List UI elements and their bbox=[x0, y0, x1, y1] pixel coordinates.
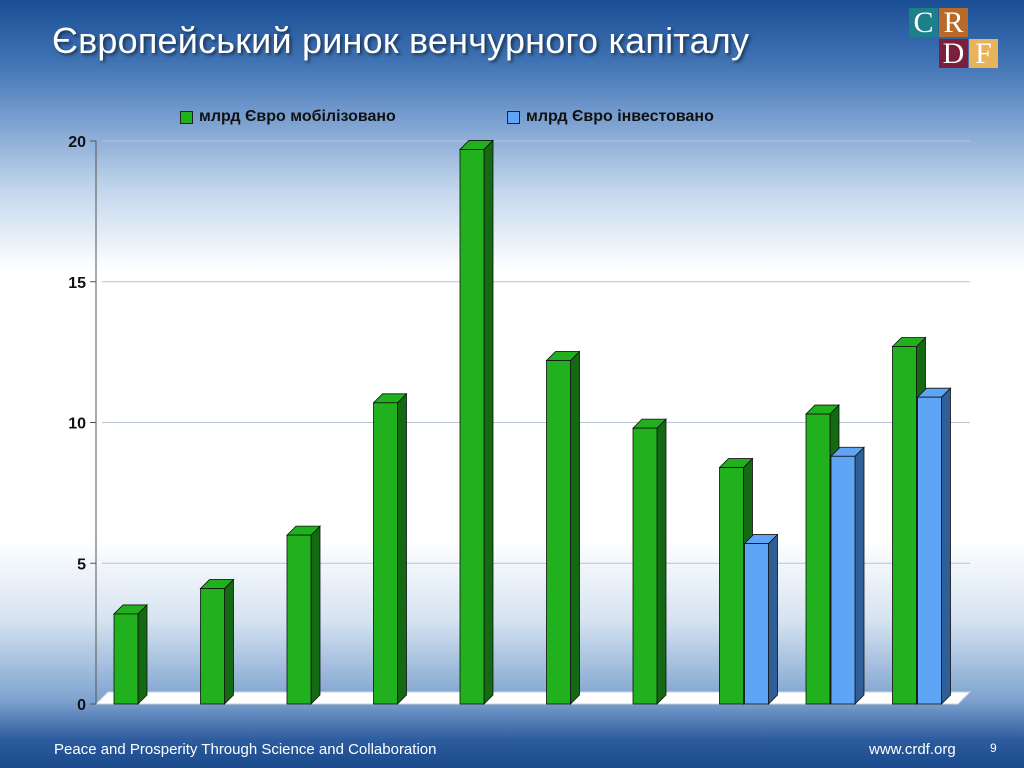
bar-invested-side bbox=[941, 387, 951, 705]
logo-letter-r: R bbox=[939, 8, 968, 38]
bar-mobilized-side bbox=[570, 350, 580, 705]
slide-title: Європейський ринок венчурного капіталу bbox=[52, 20, 750, 61]
bar-mobilized bbox=[805, 413, 831, 705]
legend-swatch-mobilized bbox=[180, 110, 193, 124]
bar-invested-side bbox=[854, 446, 865, 705]
bar-mobilized bbox=[892, 346, 917, 705]
legend-label-invested: млрд Євро інвестовано bbox=[526, 108, 714, 125]
footer-url[interactable]: www.crdf.org bbox=[869, 741, 956, 758]
bar-mobilized bbox=[546, 360, 571, 705]
bar-mobilized bbox=[113, 613, 139, 705]
bar-mobilized bbox=[373, 402, 398, 705]
bar-mobilized bbox=[459, 149, 485, 705]
bar-mobilized bbox=[632, 427, 658, 705]
y-tick-label: 20 bbox=[68, 134, 86, 151]
legend-item-invested: млрд Євро інвестовано bbox=[507, 108, 714, 126]
crdf-logo: C R D F bbox=[909, 8, 999, 70]
legend-swatch-invested bbox=[507, 110, 520, 124]
bar-mobilized-side bbox=[137, 603, 148, 705]
bar-mobilized-side bbox=[224, 578, 234, 705]
bar-mobilized-side bbox=[656, 418, 667, 705]
bar-invested bbox=[917, 396, 942, 705]
bar-invested-side bbox=[768, 533, 778, 705]
bar-invested bbox=[744, 543, 769, 705]
y-tick-label: 0 bbox=[77, 697, 86, 714]
legend-label-mobilized: млрд Євро мобілізовано bbox=[199, 108, 396, 125]
logo-letter-d: D bbox=[939, 39, 968, 69]
logo-letter-c: C bbox=[909, 8, 938, 38]
chart-legend: млрд Євро мобілізовано млрд Євро інвесто… bbox=[0, 108, 1024, 130]
bar-invested bbox=[830, 455, 856, 705]
page-number: 9 bbox=[990, 741, 997, 755]
bar-mobilized-side bbox=[397, 392, 407, 705]
bar-mobilized bbox=[200, 588, 225, 705]
y-tick-label: 5 bbox=[77, 556, 86, 573]
bar-mobilized-side bbox=[483, 139, 494, 705]
bar-mobilized bbox=[719, 467, 744, 705]
footer-tagline: Peace and Prosperity Through Science and… bbox=[54, 741, 437, 758]
bar-mobilized bbox=[286, 534, 312, 705]
bar-mobilized-side bbox=[310, 525, 321, 705]
logo-letter-f: F bbox=[969, 39, 998, 69]
y-tick-label: 10 bbox=[68, 416, 86, 433]
y-tick-label: 15 bbox=[68, 275, 86, 292]
legend-item-mobilized: млрд Євро мобілізовано bbox=[180, 108, 396, 126]
